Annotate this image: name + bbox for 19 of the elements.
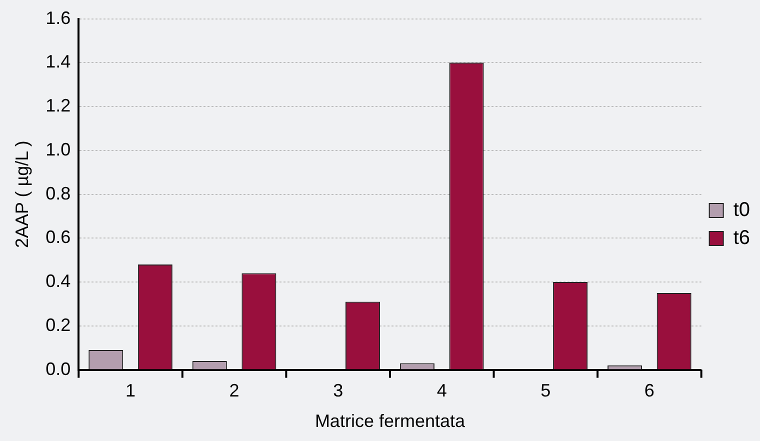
y-tick-label: 0.2 — [46, 314, 71, 335]
y-tick-label: 0.8 — [46, 183, 71, 204]
y-tick-label: 1.6 — [46, 8, 71, 28]
y-tick-label: 0.6 — [46, 227, 71, 248]
x-tick-label: 5 — [540, 380, 551, 401]
y-axis-title: 2AAP ( µg/L ) — [12, 140, 32, 248]
y-tick-label: 1.0 — [46, 139, 71, 160]
y-tick-label: 0.4 — [46, 271, 71, 292]
x-tick-label: 3 — [333, 380, 344, 401]
legend-label: t6 — [733, 227, 750, 250]
y-tick-label: 0.0 — [46, 358, 71, 379]
x-tick-label: 6 — [644, 380, 654, 401]
x-axis-title: Matrice fermentata — [314, 411, 466, 432]
x-tick-label: 1 — [126, 380, 136, 401]
x-tick-label: 4 — [436, 380, 447, 401]
y-tick-label: 1.4 — [46, 52, 71, 72]
legend-label: t0 — [733, 199, 750, 222]
y-tick-label: 1.2 — [46, 96, 71, 116]
x-tick-label: 2 — [229, 380, 240, 401]
